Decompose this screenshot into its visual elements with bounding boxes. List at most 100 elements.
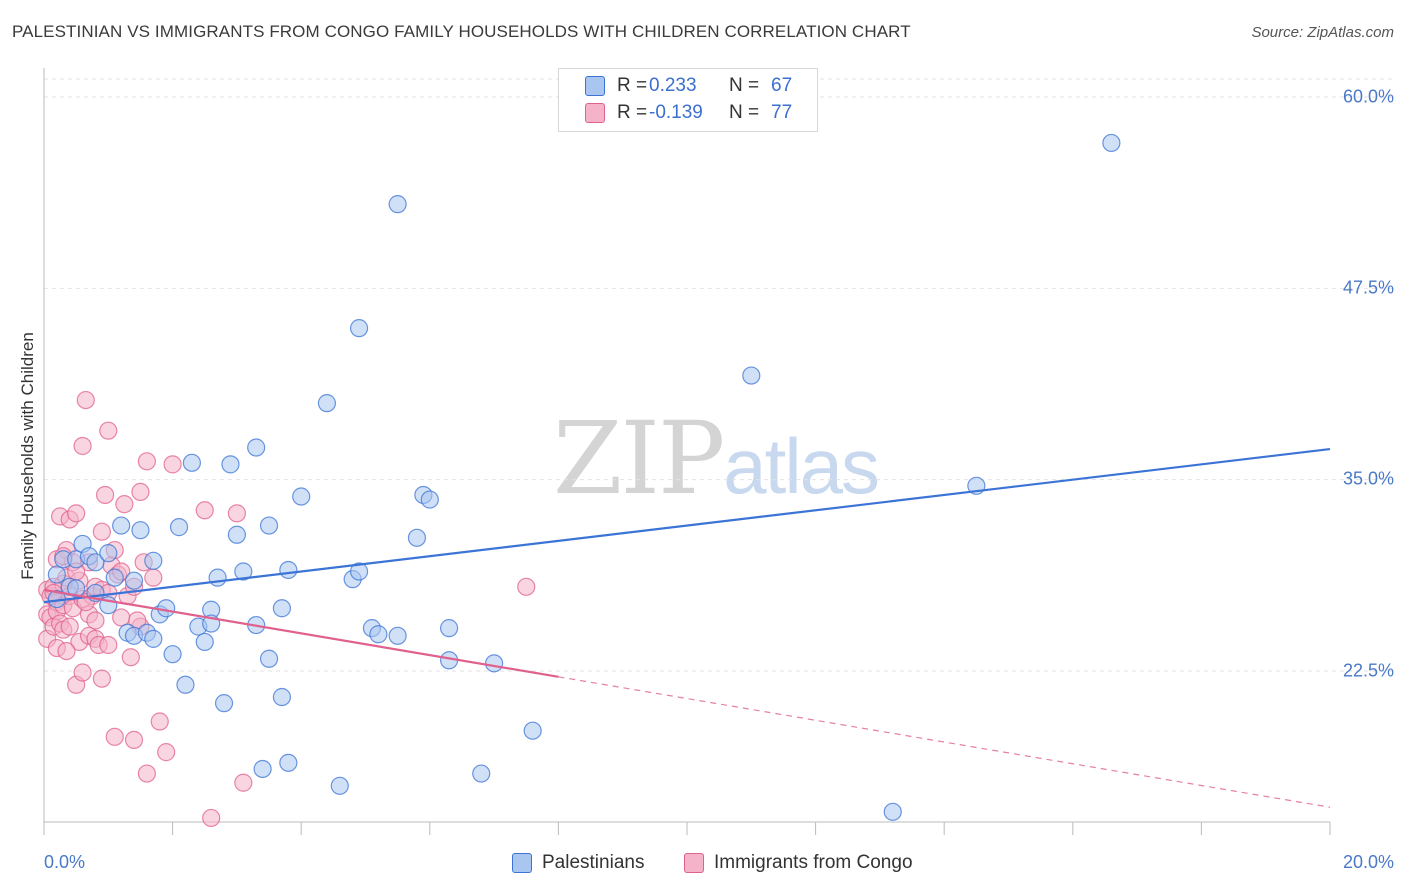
palestinian-point [1102, 133, 1121, 153]
palestinian-point [131, 521, 150, 540]
palestinian-point [144, 629, 163, 648]
palestinian-point [247, 438, 266, 457]
palestinian-point [259, 516, 279, 535]
palestinian-point [272, 687, 292, 707]
congo-point [99, 635, 118, 655]
palestinian-point [369, 625, 388, 644]
congo-point [137, 764, 156, 783]
congo-point [202, 808, 221, 828]
congo-point [92, 669, 111, 688]
palestinian-trend-line [43, 447, 1331, 604]
axes [43, 68, 1331, 835]
congo-point [163, 455, 182, 474]
palestinian-point [279, 560, 298, 580]
palestinian-point [472, 764, 491, 783]
palestinian-point [124, 571, 144, 590]
legend-label: Immigrants from Congo [714, 852, 913, 873]
congo-point [121, 648, 140, 667]
palestinian-point [388, 195, 407, 214]
palestinian-point [272, 599, 292, 618]
palestinian-point [157, 599, 176, 618]
legend-item-congo: Immigrants from Congo [684, 852, 913, 874]
congo-point [131, 482, 150, 502]
congo-point [57, 642, 76, 661]
congo-trend-line-extrapolated [558, 676, 1331, 808]
congo-point [234, 773, 253, 792]
congo-point [115, 495, 134, 514]
legend-row-congo: R = -0.139 N = 77 [585, 101, 792, 125]
gridlines [44, 78, 1395, 672]
legend-label: Palestinians [542, 852, 645, 873]
n-label: N = [729, 75, 760, 96]
palestinian-points [47, 133, 1121, 821]
palestinian-point [439, 619, 459, 638]
palestinian-point [883, 802, 902, 821]
congo-point [144, 568, 163, 587]
r-label: R = [617, 75, 648, 96]
palestinian-point [259, 649, 279, 668]
pink-swatch [585, 103, 605, 123]
palestinian-point [292, 487, 311, 506]
congo-trend-line [43, 588, 559, 678]
congo-point [60, 617, 79, 636]
legend-item-palestinians: Palestinians [512, 852, 644, 874]
y-tick-label: 60.0% [1342, 86, 1394, 107]
congo-point [92, 522, 111, 541]
palestinian-point [144, 551, 163, 570]
palestinian-point [105, 568, 124, 587]
n-value: 67 [771, 75, 793, 96]
n-value: 77 [771, 102, 793, 123]
y-tick-label: 35.0% [1342, 468, 1394, 489]
palestinian-point [182, 453, 201, 472]
r-value: -0.139 [649, 102, 703, 123]
palestinian-point [523, 721, 542, 740]
trend-lines [43, 447, 1331, 808]
correlation-legend: R = 0.233 N = 67 R = -0.139 N = 77 [558, 68, 818, 132]
palestinian-point [330, 776, 349, 795]
palestinian-point [349, 562, 369, 581]
palestinian-point [742, 366, 761, 385]
n-label: N = [729, 102, 760, 123]
palestinian-point [163, 645, 182, 664]
congo-point [73, 436, 92, 456]
y-tick-label: 47.5% [1342, 277, 1394, 298]
y-tick-label: 22.5% [1342, 660, 1394, 681]
palestinian-point [317, 394, 337, 413]
congo-point [86, 611, 105, 630]
congo-point [105, 727, 124, 746]
x-tick-label: 20.0% [1342, 852, 1394, 872]
y-axis-label: Family Households with Children [18, 332, 37, 580]
congo-point [124, 730, 144, 749]
palestinian-point [349, 319, 369, 338]
pink-swatch [684, 853, 704, 873]
congo-point [157, 743, 176, 762]
congo-point [76, 390, 95, 410]
congo-point [227, 504, 246, 523]
source-label: Source: ZipAtlas.com [1251, 24, 1394, 41]
congo-point [112, 608, 131, 627]
congo-point [67, 504, 86, 523]
palestinian-point [112, 516, 131, 535]
r-label: R = [617, 102, 648, 123]
chart-title: PALESTINIAN VS IMMIGRANTS FROM CONGO FAM… [12, 22, 911, 41]
palestinian-point [195, 632, 214, 652]
palestinian-point [176, 675, 195, 694]
congo-point [150, 712, 169, 731]
congo-point [195, 501, 214, 520]
blue-swatch [585, 76, 605, 96]
palestinian-point [67, 579, 86, 598]
legend-row-palestinians: R = 0.233 N = 67 [585, 74, 792, 98]
palestinian-point [221, 455, 240, 474]
congo-point [73, 663, 92, 682]
palestinian-point [388, 626, 407, 645]
palestinian-point [99, 544, 118, 563]
palestinian-point [169, 518, 189, 537]
palestinian-point [253, 759, 272, 779]
r-value: 0.233 [649, 75, 697, 96]
congo-point [99, 421, 118, 440]
palestinian-point [407, 528, 427, 547]
palestinian-point [279, 753, 298, 772]
palestinian-point [485, 654, 504, 673]
congo-point [95, 485, 115, 505]
